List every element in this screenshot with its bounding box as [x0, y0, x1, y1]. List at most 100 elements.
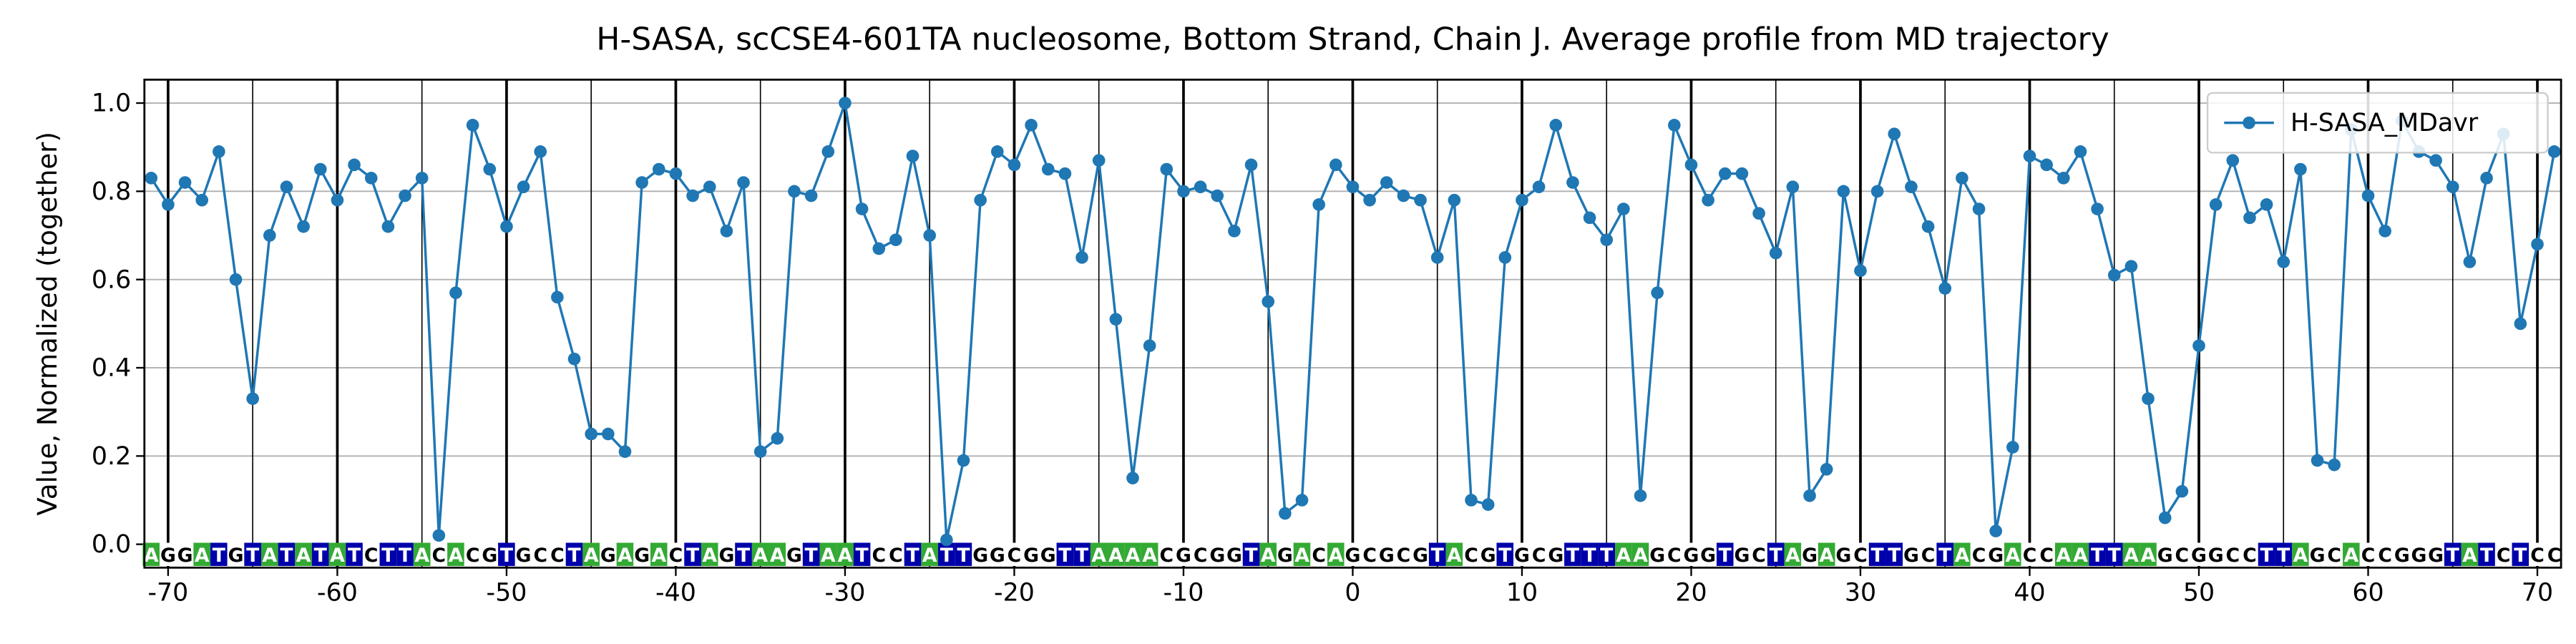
point	[1718, 167, 1732, 180]
point	[1956, 172, 1968, 185]
base-box	[260, 542, 278, 566]
base-letter: G	[1700, 545, 1716, 567]
point	[2209, 198, 2223, 211]
base-box	[396, 542, 414, 566]
base-box	[1124, 542, 1141, 566]
point	[1837, 185, 1850, 198]
base-box	[1005, 542, 1023, 566]
base-letter: T	[1075, 545, 1089, 567]
point	[162, 198, 175, 211]
base-box	[1395, 542, 1413, 566]
base-letter: A	[1126, 545, 1141, 567]
point	[1143, 339, 1156, 352]
base-box	[1445, 542, 1463, 566]
base-box	[346, 542, 363, 566]
base-box	[2038, 542, 2055, 566]
base-box	[1547, 542, 1565, 566]
base-box	[1023, 542, 1040, 566]
point	[618, 445, 632, 458]
base-box	[447, 542, 464, 566]
y-axis-label: Value, Normalized (together)	[32, 132, 63, 516]
base-box	[1209, 542, 1226, 566]
base-box	[549, 542, 566, 566]
point	[1921, 220, 1935, 233]
point	[1735, 167, 1749, 180]
base-letter: A	[1785, 545, 1800, 567]
base-letter: A	[770, 545, 785, 567]
base-letter: T	[957, 545, 970, 567]
point	[399, 189, 411, 203]
base-letter: C	[889, 545, 903, 567]
base-letter: T	[213, 545, 226, 567]
base-letter: G	[1988, 545, 2004, 567]
point	[1583, 211, 1596, 225]
base-box	[1056, 542, 1074, 566]
base-letter: G	[1684, 545, 1699, 567]
point	[2040, 158, 2053, 172]
x-tick-label: 30	[1845, 579, 1876, 608]
point	[2175, 484, 2189, 498]
base-box	[1716, 542, 1734, 566]
base-box	[2308, 542, 2326, 566]
base-box	[2326, 542, 2343, 566]
base-letter: G	[1903, 545, 1919, 567]
base-box	[1885, 542, 1903, 566]
point	[1329, 158, 1342, 172]
base-box	[193, 542, 211, 566]
base-letter: A	[2462, 545, 2477, 567]
point	[2006, 441, 2019, 454]
base-box	[1479, 542, 1497, 566]
point	[1651, 286, 1664, 299]
base-box	[802, 542, 820, 566]
legend-label: H-SASA_MDavr	[2290, 109, 2479, 137]
base-box	[2376, 542, 2394, 566]
base-letter: T	[314, 545, 328, 567]
point	[1058, 167, 1072, 180]
point	[2107, 268, 2121, 282]
point	[213, 145, 225, 158]
base-letter: C	[1853, 545, 1868, 567]
point	[534, 145, 547, 158]
base-letter: A	[2056, 545, 2071, 567]
base-box	[413, 542, 431, 566]
base-letter: T	[1600, 545, 1614, 567]
point	[703, 180, 716, 193]
base-letter: C	[466, 545, 480, 567]
base-letter: T	[2480, 545, 2494, 567]
point	[2074, 145, 2087, 158]
point	[2124, 260, 2138, 273]
base-box	[2122, 542, 2140, 566]
y-tick-label: 0.4	[92, 354, 131, 383]
base-box	[2427, 542, 2444, 566]
point	[804, 189, 818, 203]
base-letter: A	[838, 545, 853, 567]
base-box	[1733, 542, 1751, 566]
x-tick-label: 70	[2522, 579, 2553, 608]
base-box	[2292, 542, 2309, 566]
point	[1109, 313, 1123, 326]
point	[2226, 154, 2240, 167]
base-box	[1818, 542, 1835, 566]
base-box	[2089, 542, 2106, 566]
base-letter: C	[1194, 545, 1208, 567]
base-box	[311, 542, 329, 566]
base-letter: T	[906, 545, 919, 567]
base-letter: G	[2411, 545, 2427, 567]
legend-marker	[2243, 116, 2255, 130]
base-letter: T	[1770, 545, 1783, 567]
point	[1905, 180, 1918, 193]
base-letter: A	[1142, 545, 1157, 567]
base-box	[1682, 542, 1700, 566]
base-letter: T	[500, 545, 514, 567]
base-box	[176, 542, 194, 566]
base-box	[701, 542, 718, 566]
point	[1888, 127, 1901, 140]
base-letter: A	[414, 545, 429, 567]
base-box	[1615, 542, 1632, 566]
base-letter: T	[1058, 545, 1072, 567]
base-box	[988, 542, 1006, 566]
base-letter: C	[1921, 545, 1936, 567]
point	[2023, 150, 2036, 162]
base-box	[2207, 542, 2225, 566]
point	[1279, 507, 1292, 520]
